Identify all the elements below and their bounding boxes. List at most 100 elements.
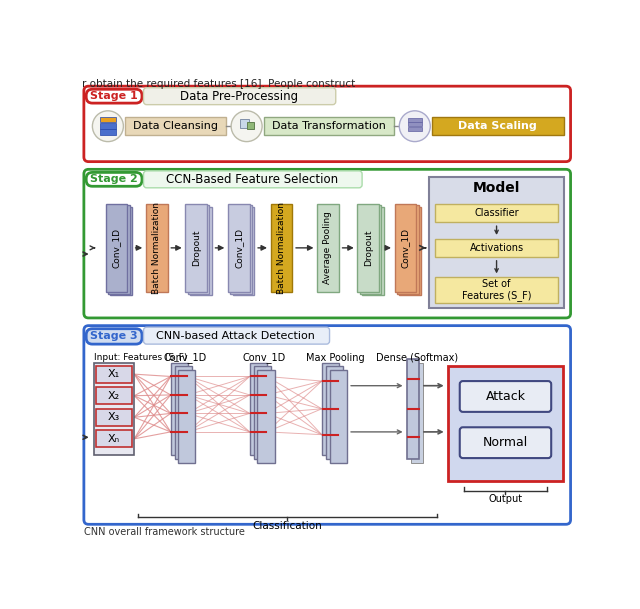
Text: CNN-based Attack Detection: CNN-based Attack Detection	[156, 331, 316, 340]
FancyBboxPatch shape	[143, 88, 336, 105]
Text: Activations: Activations	[470, 243, 524, 253]
FancyBboxPatch shape	[395, 203, 417, 292]
FancyBboxPatch shape	[257, 370, 275, 463]
Text: Batch Normalization: Batch Normalization	[277, 202, 286, 294]
FancyBboxPatch shape	[435, 277, 558, 303]
FancyBboxPatch shape	[125, 117, 226, 135]
FancyBboxPatch shape	[435, 239, 558, 257]
Text: Conv_1D: Conv_1D	[243, 353, 286, 364]
Text: Conv_1D: Conv_1D	[234, 228, 243, 268]
FancyBboxPatch shape	[233, 206, 254, 295]
Text: Stage 1: Stage 1	[90, 91, 138, 101]
Text: X₁: X₁	[108, 369, 120, 379]
Text: Dense (Softmax): Dense (Softmax)	[376, 353, 458, 362]
Text: Normal: Normal	[483, 436, 528, 449]
FancyBboxPatch shape	[108, 205, 129, 294]
FancyBboxPatch shape	[188, 205, 209, 294]
FancyBboxPatch shape	[143, 327, 330, 344]
FancyBboxPatch shape	[407, 359, 419, 459]
FancyBboxPatch shape	[190, 206, 212, 295]
Text: Conv_1D: Conv_1D	[112, 228, 121, 268]
FancyBboxPatch shape	[432, 117, 564, 135]
FancyBboxPatch shape	[96, 431, 132, 447]
FancyBboxPatch shape	[96, 409, 132, 426]
FancyBboxPatch shape	[460, 428, 551, 458]
FancyBboxPatch shape	[264, 117, 394, 135]
FancyBboxPatch shape	[84, 326, 571, 524]
Text: r obtain the required features [16]. People construct: r obtain the required features [16]. Peo…	[83, 79, 356, 90]
Text: Data Cleansing: Data Cleansing	[133, 121, 218, 131]
Text: Classification: Classification	[252, 521, 322, 531]
FancyBboxPatch shape	[100, 129, 116, 135]
FancyBboxPatch shape	[429, 177, 564, 308]
FancyBboxPatch shape	[330, 370, 347, 463]
FancyBboxPatch shape	[435, 204, 558, 222]
FancyBboxPatch shape	[100, 117, 116, 122]
FancyBboxPatch shape	[175, 367, 191, 459]
FancyBboxPatch shape	[146, 203, 168, 292]
FancyBboxPatch shape	[230, 205, 252, 294]
FancyBboxPatch shape	[399, 206, 421, 295]
FancyBboxPatch shape	[271, 203, 292, 292]
Text: Data Transformation: Data Transformation	[272, 121, 386, 131]
FancyBboxPatch shape	[317, 203, 339, 292]
Text: Dropout: Dropout	[364, 230, 372, 266]
FancyBboxPatch shape	[186, 203, 207, 292]
FancyBboxPatch shape	[94, 362, 134, 455]
FancyBboxPatch shape	[400, 124, 403, 128]
Text: Output: Output	[488, 494, 522, 504]
FancyBboxPatch shape	[360, 205, 381, 294]
FancyBboxPatch shape	[96, 387, 132, 404]
Text: Attack: Attack	[486, 390, 525, 403]
FancyBboxPatch shape	[86, 172, 142, 186]
Text: X₂: X₂	[108, 391, 120, 401]
Text: Conv_1D: Conv_1D	[401, 228, 410, 268]
Text: Max Pooling: Max Pooling	[307, 353, 365, 362]
FancyBboxPatch shape	[448, 365, 563, 481]
Text: Classifier: Classifier	[474, 208, 519, 218]
FancyBboxPatch shape	[411, 362, 423, 463]
FancyBboxPatch shape	[110, 206, 132, 295]
Text: Input: Features (S_F): Input: Features (S_F)	[94, 353, 188, 362]
FancyBboxPatch shape	[86, 329, 142, 344]
FancyBboxPatch shape	[322, 362, 339, 455]
Circle shape	[92, 111, 124, 142]
FancyBboxPatch shape	[86, 90, 142, 103]
Text: Model: Model	[473, 181, 520, 195]
Text: Set of
Features (S_F): Set of Features (S_F)	[462, 278, 531, 301]
FancyBboxPatch shape	[408, 122, 422, 126]
Text: Dropout: Dropout	[192, 230, 201, 266]
Text: Batch Normalization: Batch Normalization	[152, 202, 161, 294]
FancyBboxPatch shape	[241, 119, 249, 128]
Text: Xₙ: Xₙ	[108, 434, 120, 444]
FancyBboxPatch shape	[106, 203, 127, 292]
Text: CCN-Based Feature Selection: CCN-Based Feature Selection	[166, 173, 338, 186]
FancyBboxPatch shape	[84, 169, 571, 318]
Text: Data Pre-Processing: Data Pre-Processing	[180, 90, 298, 103]
Text: Data Scaling: Data Scaling	[458, 121, 537, 131]
Circle shape	[231, 111, 262, 142]
FancyBboxPatch shape	[228, 203, 250, 292]
FancyBboxPatch shape	[253, 367, 271, 459]
FancyBboxPatch shape	[171, 362, 188, 455]
FancyBboxPatch shape	[358, 203, 379, 292]
FancyBboxPatch shape	[96, 365, 132, 382]
Text: X₃: X₃	[108, 412, 120, 422]
Text: CNN overall framework structure: CNN overall framework structure	[84, 527, 244, 537]
FancyBboxPatch shape	[460, 381, 551, 412]
FancyBboxPatch shape	[232, 124, 235, 128]
FancyBboxPatch shape	[362, 206, 384, 295]
FancyBboxPatch shape	[408, 127, 422, 131]
Text: Stage 2: Stage 2	[90, 174, 138, 185]
FancyBboxPatch shape	[84, 86, 571, 161]
FancyBboxPatch shape	[408, 118, 422, 122]
Text: Average Pooling: Average Pooling	[323, 211, 333, 284]
Text: Conv_1D: Conv_1D	[163, 353, 206, 364]
FancyBboxPatch shape	[250, 362, 267, 455]
FancyBboxPatch shape	[248, 122, 254, 129]
FancyBboxPatch shape	[179, 370, 195, 463]
FancyBboxPatch shape	[143, 171, 362, 188]
FancyBboxPatch shape	[397, 205, 419, 294]
FancyBboxPatch shape	[326, 367, 343, 459]
FancyBboxPatch shape	[100, 123, 116, 128]
